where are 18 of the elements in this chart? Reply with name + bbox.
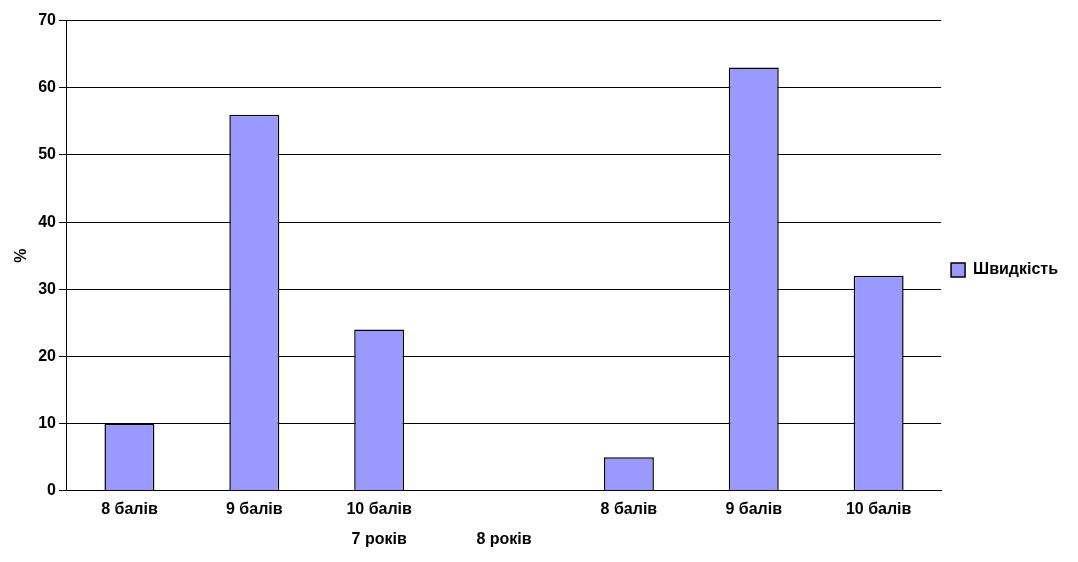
text: 7 років (351, 530, 407, 548)
y-tick-label: 0 (47, 481, 57, 499)
y-tick-label: 60 (38, 78, 57, 96)
x-tick-label: 10 балів (845, 499, 912, 517)
x-tick-label: 8 балів (101, 499, 158, 517)
x-tick-label: 9 балів (725, 499, 783, 517)
y-tick-label: 50 (38, 145, 57, 163)
y-tick-label: 20 (38, 346, 57, 364)
legend-label: Швидкість (973, 260, 1059, 278)
y-tick-label: 10 (38, 414, 57, 432)
y-tick-label: 70 (38, 11, 57, 29)
text: 8 років (476, 530, 532, 548)
y-axis-title: % (12, 248, 30, 263)
x-tick-label: 9 балів (226, 499, 283, 517)
y-tick-label: 30 (38, 279, 57, 297)
y-tick-label: 40 (38, 212, 57, 230)
x-tick-label: 8 балів (600, 499, 658, 517)
x-tick-label: 10 балів (346, 499, 413, 517)
